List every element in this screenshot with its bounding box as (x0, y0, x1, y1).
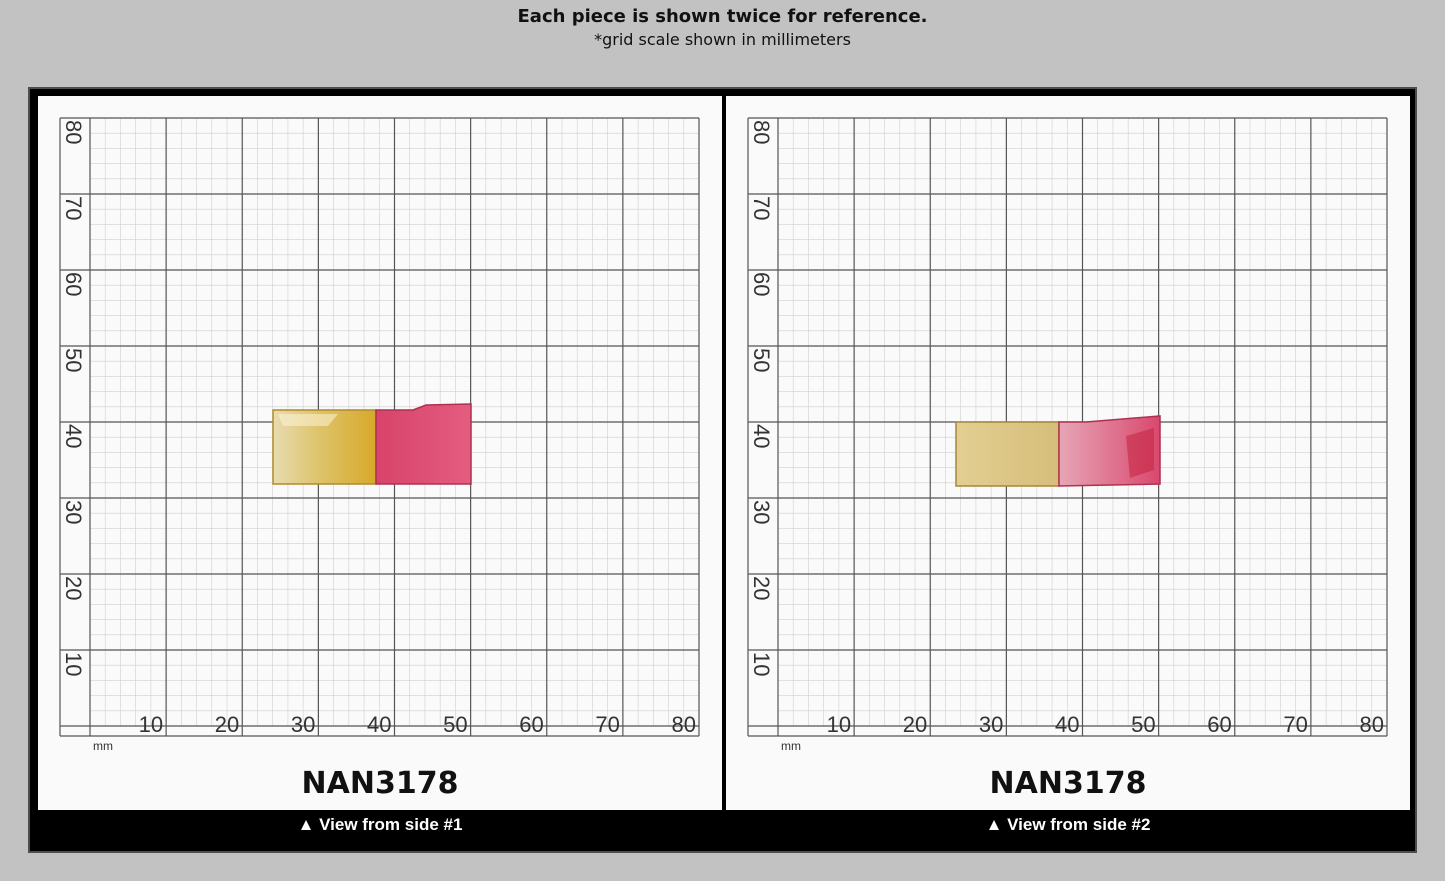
x-tick-label: 80 (672, 712, 696, 737)
y-tick-label: 40 (61, 424, 86, 448)
grid-side-2: 10 20 30 40 50 60 70 80 10 20 30 40 50 60 70 80 mm (747, 117, 1388, 753)
y-tick-label: 60 (749, 272, 774, 296)
grid-unit-label: mm (93, 739, 113, 753)
y-tick-label: 30 (749, 500, 774, 524)
y-tick-label: 80 (749, 120, 774, 144)
glass-specimen (955, 415, 1161, 487)
x-tick-label: 50 (443, 712, 467, 737)
x-tick-label: 20 (215, 712, 239, 737)
x-tick-label: 80 (1360, 712, 1384, 737)
header-title: Each piece is shown twice for reference. (517, 6, 928, 27)
y-tick-label: 30 (61, 500, 86, 524)
grid-unit-label: mm (781, 739, 801, 753)
caption-side-1: ▲ View from side #1 (297, 815, 463, 834)
y-tick-label: 40 (749, 424, 774, 448)
x-tick-label: 40 (1055, 712, 1079, 737)
y-tick-label: 50 (749, 348, 774, 372)
header-subtitle: *grid scale shown in millimeters (594, 30, 851, 49)
y-tick-label: 60 (61, 272, 86, 296)
header: Each piece is shown twice for reference.… (0, 4, 1445, 50)
grid-side-1: 10 20 30 40 50 60 70 80 10 20 30 40 50 60 70 80 mm (59, 117, 700, 753)
glass-specimen (272, 403, 472, 485)
y-tick-label: 10 (749, 652, 774, 676)
x-tick-label: 70 (1283, 712, 1307, 737)
x-tick-label: 30 (291, 712, 315, 737)
x-tick-label: 70 (595, 712, 619, 737)
x-tick-label: 60 (519, 712, 543, 737)
x-tick-label: 20 (903, 712, 927, 737)
y-tick-label: 20 (749, 576, 774, 600)
y-tick-label: 70 (61, 196, 86, 220)
item-label-side-2: NAN3178 (989, 766, 1147, 801)
y-tick-label: 80 (61, 120, 86, 144)
x-tick-label: 50 (1131, 712, 1155, 737)
panel-side-1: 10 20 30 40 50 60 70 80 10 20 30 40 50 60 70 80 mm NAN… (38, 96, 722, 810)
item-label-side-1: NAN3178 (301, 766, 459, 801)
y-tick-label: 70 (749, 196, 774, 220)
x-tick-label: 10 (827, 712, 851, 737)
photo-frame: 10 20 30 40 50 60 70 80 10 20 30 40 50 60 70 80 mm NAN… (28, 87, 1417, 853)
panel-side-2: 10 20 30 40 50 60 70 80 10 20 30 40 50 60 70 80 mm NAN… (726, 96, 1410, 810)
x-tick-label: 30 (979, 712, 1003, 737)
x-tick-label: 60 (1207, 712, 1231, 737)
y-tick-label: 10 (61, 652, 86, 676)
caption-side-2: ▲ View from side #2 (985, 815, 1151, 834)
x-tick-label: 40 (367, 712, 391, 737)
y-tick-label: 50 (61, 348, 86, 372)
x-tick-label: 10 (139, 712, 163, 737)
y-tick-label: 20 (61, 576, 86, 600)
